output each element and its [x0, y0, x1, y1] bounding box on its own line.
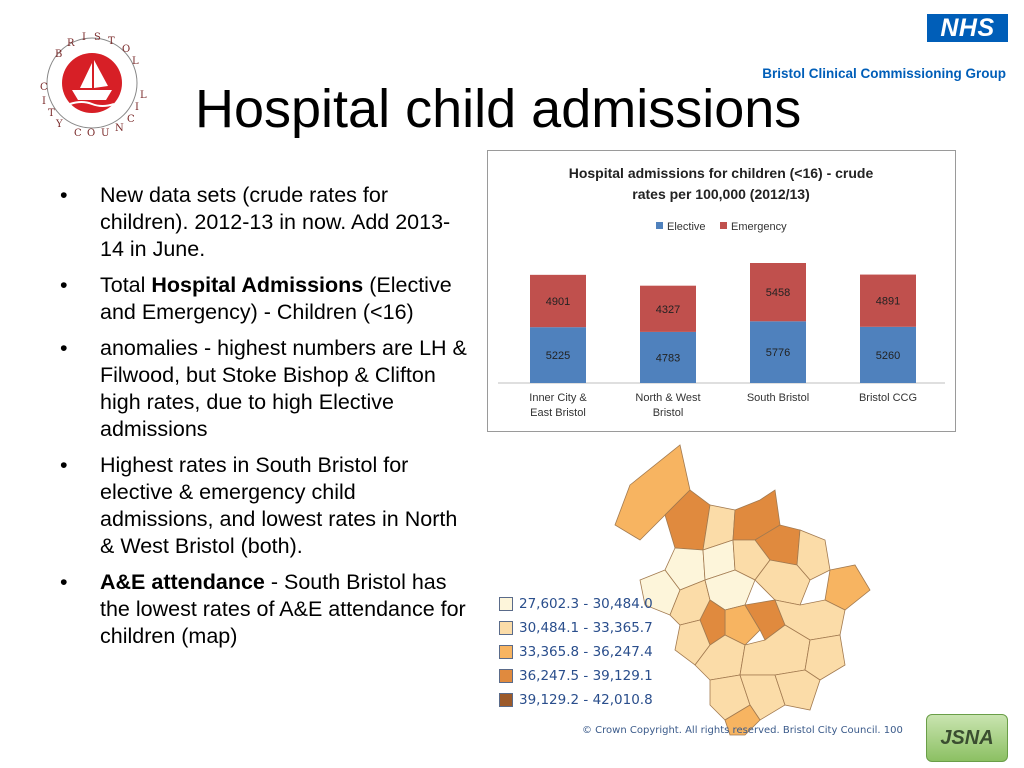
legend-swatch — [499, 645, 513, 659]
ccg-name: Bristol Clinical Commissioning Group — [762, 66, 1006, 81]
chart-bar — [860, 326, 916, 383]
chart-data-label: 5225 — [546, 350, 570, 362]
map-ward — [739, 674, 786, 721]
chart-category-label: North & West — [635, 392, 700, 404]
map-legend-item: 39,129.2 - 42,010.8 — [499, 691, 653, 715]
legend-label: 30,484.1 - 33,365.7 — [519, 620, 653, 636]
bullet-prefix: Total — [100, 273, 152, 297]
svg-text:C: C — [74, 128, 82, 138]
bullet-item: • New data sets (crude rates for children… — [60, 183, 451, 261]
map-ward — [774, 669, 821, 711]
chart-data-label: 4327 — [656, 304, 680, 316]
svg-text:T: T — [48, 108, 55, 119]
chart-data-label: 4901 — [546, 296, 570, 308]
admissions-chart: Hospital admissions for children (<16) -… — [487, 150, 956, 432]
legend-swatch — [499, 693, 513, 707]
svg-text:U: U — [101, 128, 109, 138]
chart-legend-swatch — [720, 222, 727, 229]
chart-category-label: South Bristol — [747, 392, 809, 404]
slide-title: Hospital child admissions — [195, 79, 802, 139]
bullet-text: - South Bristol has the lowest rates of … — [100, 570, 466, 648]
chart-data-label: 5458 — [766, 287, 790, 299]
map-copyright: © Crown Copyright. All rights reserved. … — [582, 725, 903, 736]
chart-category-label: Bristol CCG — [859, 392, 917, 404]
svg-text:C: C — [127, 114, 135, 125]
svg-text:S: S — [94, 32, 101, 43]
map-ward — [804, 634, 846, 681]
chart-bar — [640, 285, 696, 332]
svg-text:T: T — [108, 36, 115, 47]
chart-bar — [640, 331, 696, 383]
chart-title: rates per 100,000 (2012/13) — [632, 186, 809, 202]
svg-text:C: C — [40, 82, 48, 93]
bullet-bold: Hospital Admissions — [151, 273, 364, 297]
chart-legend-swatch — [656, 222, 663, 229]
chart-legend-label: Emergency — [731, 221, 787, 233]
map-ward — [824, 564, 871, 611]
svg-text:I: I — [135, 102, 139, 113]
bullet-text: (Elective and Emergency) - Children (<16… — [100, 273, 452, 324]
svg-text:O: O — [87, 128, 95, 138]
svg-text:Y: Y — [55, 119, 63, 130]
map-legend-item: 33,365.8 - 36,247.4 — [499, 643, 653, 667]
legend-label: 39,129.2 - 42,010.8 — [519, 692, 653, 708]
svg-text:I: I — [42, 96, 46, 107]
chart-title: Hospital admissions for children (<16) -… — [569, 165, 874, 181]
chart-data-label: 4783 — [656, 352, 680, 364]
chart-bar — [530, 274, 586, 328]
jsna-badge: JSNA — [926, 714, 1008, 762]
svg-text:O: O — [122, 44, 130, 55]
chart-bar — [750, 321, 806, 383]
bullet-text: anomalies - highest numbers are LH & Fil… — [100, 336, 467, 441]
chart-bar — [860, 274, 916, 327]
chart-bar — [530, 327, 586, 383]
bullet-bold: A&E attendance — [100, 570, 265, 594]
svg-text:I: I — [82, 32, 86, 43]
legend-swatch — [499, 669, 513, 683]
chart-data-label: 5260 — [876, 350, 900, 362]
bullet-item: • A&E attendance - South Bristol has the … — [60, 570, 466, 648]
map-legend-item: 36,247.5 - 39,129.1 — [499, 667, 653, 691]
map-legend-item: 27,602.3 - 30,484.0 — [499, 595, 653, 619]
map-legend-item: 30,484.1 - 33,365.7 — [499, 619, 653, 643]
svg-text:L: L — [140, 90, 147, 101]
svg-text:N: N — [115, 123, 124, 134]
chart-data-label: 5776 — [766, 347, 790, 359]
map-ward — [639, 569, 681, 616]
chart-category-label: Inner City & — [529, 392, 587, 404]
svg-text:R: R — [67, 38, 75, 49]
bullet-text: New data sets (crude rates for children)… — [100, 183, 451, 261]
legend-label: 27,602.3 - 30,484.0 — [519, 596, 653, 612]
bullet-list: • New data sets (crude rates for children… — [60, 182, 470, 659]
legend-swatch — [499, 621, 513, 635]
chart-data-label: 4891 — [876, 296, 900, 308]
legend-label: 36,247.5 - 39,129.1 — [519, 668, 653, 684]
nhs-logo: NHS — [927, 14, 1008, 42]
bullet-text: Highest rates in South Bristol for elect… — [100, 453, 458, 558]
chart-svg: Hospital admissions for children (<16) -… — [498, 165, 945, 419]
svg-text:L: L — [132, 56, 139, 67]
bristol-city-council-logo: B R I S T O L C I T Y C O U N C I L — [22, 28, 152, 139]
chart-bar — [750, 263, 806, 322]
svg-text:B: B — [55, 49, 62, 60]
bullet-item: • Highest rates in South Bristol for elec… — [60, 453, 458, 558]
legend-label: 33,365.8 - 36,247.4 — [519, 644, 653, 660]
bullet-item: • Total Hospital Admissions (Elective and… — [60, 273, 452, 324]
bristol-ward-map — [585, 430, 895, 740]
map-legend: 27,602.3 - 30,484.0 30,484.1 - 33,365.7 … — [499, 595, 653, 715]
chart-category-label: Bristol — [653, 407, 684, 419]
chart-category-label: East Bristol — [530, 407, 586, 419]
chart-legend-label: Elective — [667, 221, 706, 233]
bullet-item: • anomalies - highest numbers are LH & Fi… — [60, 336, 467, 441]
map-ward — [724, 704, 761, 736]
legend-swatch — [499, 597, 513, 611]
